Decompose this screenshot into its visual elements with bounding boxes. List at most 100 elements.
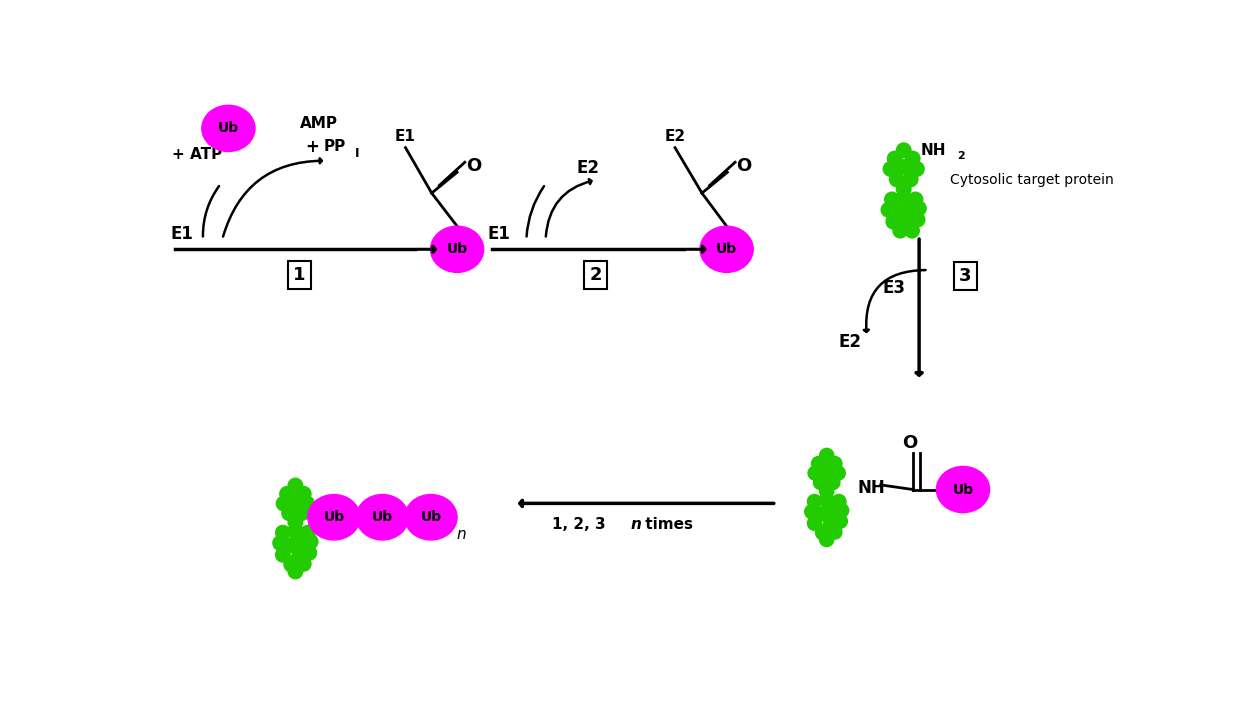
- Text: 1: 1: [294, 266, 305, 284]
- Text: E2: E2: [838, 333, 862, 351]
- Circle shape: [892, 204, 908, 220]
- Text: NH: NH: [921, 143, 946, 158]
- Text: times: times: [640, 517, 693, 532]
- Ellipse shape: [404, 495, 457, 540]
- Circle shape: [287, 478, 304, 493]
- Circle shape: [832, 494, 847, 509]
- Circle shape: [281, 505, 297, 521]
- Text: E3: E3: [882, 279, 905, 297]
- Text: NH: NH: [858, 479, 886, 497]
- Circle shape: [896, 142, 912, 158]
- Circle shape: [830, 465, 845, 481]
- Circle shape: [810, 456, 827, 471]
- Circle shape: [296, 556, 311, 571]
- Circle shape: [815, 525, 830, 541]
- Circle shape: [815, 506, 832, 521]
- Text: E1: E1: [488, 225, 510, 243]
- Ellipse shape: [357, 495, 408, 540]
- Circle shape: [827, 524, 843, 540]
- Text: Ub: Ub: [218, 121, 239, 136]
- Circle shape: [819, 483, 834, 499]
- Text: Ub: Ub: [421, 511, 441, 524]
- Circle shape: [911, 201, 927, 217]
- Circle shape: [813, 475, 828, 490]
- Circle shape: [275, 525, 291, 541]
- Text: n: n: [456, 527, 466, 541]
- Text: Ub: Ub: [324, 511, 344, 524]
- Ellipse shape: [431, 226, 484, 272]
- Ellipse shape: [307, 495, 360, 540]
- Circle shape: [284, 537, 300, 553]
- Circle shape: [287, 564, 304, 579]
- Circle shape: [823, 518, 838, 533]
- Circle shape: [833, 513, 848, 529]
- Ellipse shape: [701, 226, 753, 272]
- Circle shape: [280, 486, 295, 502]
- Circle shape: [287, 493, 304, 509]
- Circle shape: [902, 171, 919, 187]
- Circle shape: [885, 191, 900, 207]
- Circle shape: [287, 514, 304, 530]
- Circle shape: [834, 503, 849, 518]
- Circle shape: [892, 223, 908, 239]
- Circle shape: [302, 533, 319, 550]
- Circle shape: [908, 161, 925, 177]
- Text: E1: E1: [396, 128, 416, 143]
- Circle shape: [887, 151, 902, 166]
- Text: E1: E1: [170, 225, 194, 243]
- Text: 2: 2: [590, 266, 602, 284]
- Circle shape: [272, 535, 289, 551]
- Circle shape: [806, 494, 823, 509]
- Circle shape: [905, 151, 921, 166]
- Circle shape: [819, 447, 834, 463]
- Text: 1, 2, 3: 1, 2, 3: [552, 517, 611, 532]
- Circle shape: [881, 202, 896, 218]
- Text: + ATP: + ATP: [173, 147, 223, 162]
- Circle shape: [827, 456, 843, 471]
- Text: E2: E2: [577, 159, 600, 177]
- Circle shape: [896, 159, 912, 175]
- Circle shape: [825, 475, 840, 490]
- Ellipse shape: [202, 105, 255, 151]
- Text: E2: E2: [664, 128, 685, 143]
- Ellipse shape: [936, 467, 989, 513]
- Circle shape: [284, 556, 299, 572]
- Circle shape: [299, 495, 315, 511]
- Circle shape: [825, 505, 842, 521]
- Text: O: O: [466, 157, 481, 175]
- Text: Ub: Ub: [372, 511, 393, 524]
- Circle shape: [888, 171, 905, 187]
- Text: Ub: Ub: [446, 242, 467, 256]
- Text: 2: 2: [958, 151, 965, 161]
- Circle shape: [896, 181, 912, 197]
- Circle shape: [907, 191, 924, 207]
- Circle shape: [896, 190, 912, 206]
- Circle shape: [808, 465, 823, 481]
- Text: PP: PP: [324, 139, 346, 154]
- Text: n: n: [630, 517, 641, 532]
- Circle shape: [886, 214, 901, 229]
- Circle shape: [903, 223, 920, 239]
- Circle shape: [275, 547, 291, 563]
- Circle shape: [806, 516, 823, 531]
- Circle shape: [276, 495, 291, 511]
- Circle shape: [296, 486, 311, 502]
- Text: +: +: [305, 138, 319, 156]
- Circle shape: [804, 504, 819, 520]
- Circle shape: [301, 545, 318, 561]
- Text: 3: 3: [959, 267, 971, 285]
- Circle shape: [900, 216, 915, 232]
- Circle shape: [294, 505, 310, 521]
- Text: AMP: AMP: [300, 116, 338, 131]
- Circle shape: [300, 525, 316, 541]
- Circle shape: [882, 161, 898, 177]
- Circle shape: [295, 536, 310, 552]
- Text: O: O: [902, 435, 917, 452]
- Circle shape: [291, 549, 307, 565]
- Circle shape: [819, 532, 834, 547]
- Circle shape: [287, 523, 304, 539]
- Circle shape: [902, 204, 919, 219]
- Text: Ub: Ub: [953, 483, 974, 496]
- Text: Ub: Ub: [716, 242, 737, 256]
- Text: I: I: [355, 146, 359, 159]
